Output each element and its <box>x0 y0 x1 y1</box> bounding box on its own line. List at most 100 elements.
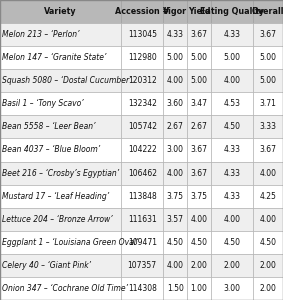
Text: 4.50: 4.50 <box>191 238 208 247</box>
Bar <box>253 116 283 139</box>
Text: Accession #: Accession # <box>115 7 169 16</box>
Bar <box>253 161 283 184</box>
Bar <box>163 254 187 277</box>
Text: 5.00: 5.00 <box>224 53 241 62</box>
Bar <box>163 23 187 46</box>
Text: 1.00: 1.00 <box>191 284 207 293</box>
Text: 3.00: 3.00 <box>167 146 184 154</box>
Text: Vigor: Vigor <box>163 7 187 16</box>
Bar <box>187 208 211 231</box>
Text: Bean 4037 – ‘Blue Bloom’: Bean 4037 – ‘Blue Bloom’ <box>2 146 100 154</box>
Bar <box>163 231 187 254</box>
Text: 109471: 109471 <box>128 238 157 247</box>
Bar <box>253 0 283 23</box>
Text: 4.33: 4.33 <box>224 169 241 178</box>
Text: 4.00: 4.00 <box>224 76 241 85</box>
Bar <box>0 92 121 116</box>
Bar <box>211 92 253 116</box>
Text: 132342: 132342 <box>128 99 157 108</box>
Bar <box>121 161 163 184</box>
Bar <box>0 184 121 208</box>
Bar <box>253 231 283 254</box>
Text: 3.33: 3.33 <box>260 122 276 131</box>
Text: 3.67: 3.67 <box>260 30 276 39</box>
Text: 2.67: 2.67 <box>191 122 207 131</box>
Text: 120312: 120312 <box>128 76 156 85</box>
Text: 5.00: 5.00 <box>260 53 276 62</box>
Text: 105742: 105742 <box>128 122 157 131</box>
Bar <box>253 69 283 92</box>
Text: Mustard 17 – ‘Leaf Heading’: Mustard 17 – ‘Leaf Heading’ <box>2 192 110 201</box>
Text: 113045: 113045 <box>128 30 157 39</box>
Text: 3.71: 3.71 <box>260 99 276 108</box>
Bar <box>187 69 211 92</box>
Bar <box>121 46 163 69</box>
Text: Melon 213 – ‘Perlon’: Melon 213 – ‘Perlon’ <box>2 30 80 39</box>
Bar <box>163 69 187 92</box>
Text: 3.67: 3.67 <box>191 146 208 154</box>
Text: 113848: 113848 <box>128 192 156 201</box>
Bar <box>187 139 211 161</box>
Bar <box>187 254 211 277</box>
Bar <box>0 208 121 231</box>
Bar <box>163 161 187 184</box>
Bar <box>121 69 163 92</box>
Bar <box>0 277 121 300</box>
Text: 3.67: 3.67 <box>260 146 276 154</box>
Bar <box>211 277 253 300</box>
Text: 5.00: 5.00 <box>191 53 208 62</box>
Text: 5.00: 5.00 <box>191 76 208 85</box>
Bar <box>0 23 121 46</box>
Text: 4.25: 4.25 <box>260 192 276 201</box>
Bar <box>187 231 211 254</box>
Bar <box>163 139 187 161</box>
Bar <box>121 184 163 208</box>
Bar <box>211 116 253 139</box>
Bar <box>0 161 121 184</box>
Text: 3.60: 3.60 <box>167 99 184 108</box>
Bar <box>211 161 253 184</box>
Bar <box>253 139 283 161</box>
Text: Eating Quality: Eating Quality <box>200 7 264 16</box>
Text: 3.00: 3.00 <box>224 284 241 293</box>
Text: 107357: 107357 <box>128 261 157 270</box>
Text: 2.00: 2.00 <box>224 261 241 270</box>
Text: 3.47: 3.47 <box>191 99 208 108</box>
Text: 2.00: 2.00 <box>191 261 207 270</box>
Bar <box>211 184 253 208</box>
Text: 3.57: 3.57 <box>167 215 184 224</box>
Text: Bean 5558 – ‘Leer Bean’: Bean 5558 – ‘Leer Bean’ <box>2 122 96 131</box>
Text: 112980: 112980 <box>128 53 156 62</box>
Text: 4.33: 4.33 <box>167 30 184 39</box>
Text: Overall: Overall <box>252 7 283 16</box>
Bar <box>121 139 163 161</box>
Bar <box>121 231 163 254</box>
Bar <box>163 92 187 116</box>
Bar <box>163 208 187 231</box>
Text: 104222: 104222 <box>128 146 156 154</box>
Bar <box>121 116 163 139</box>
Text: 3.67: 3.67 <box>191 30 208 39</box>
Text: Basil 1 – ‘Tony Scavo’: Basil 1 – ‘Tony Scavo’ <box>2 99 84 108</box>
Text: 4.53: 4.53 <box>224 99 241 108</box>
Bar <box>121 208 163 231</box>
Bar <box>253 23 283 46</box>
Bar <box>187 277 211 300</box>
Bar <box>0 254 121 277</box>
Text: 4.00: 4.00 <box>260 215 276 224</box>
Text: 2.00: 2.00 <box>260 284 276 293</box>
Bar <box>253 92 283 116</box>
Text: Yield: Yield <box>188 7 210 16</box>
Text: Squash 5080 – ‘Dostal Cucumber’: Squash 5080 – ‘Dostal Cucumber’ <box>2 76 132 85</box>
Bar <box>253 254 283 277</box>
Text: 4.50: 4.50 <box>167 238 184 247</box>
Bar <box>253 184 283 208</box>
Bar <box>0 69 121 92</box>
Text: 114308: 114308 <box>128 284 157 293</box>
Text: 4.00: 4.00 <box>167 261 184 270</box>
Text: 3.75: 3.75 <box>191 192 208 201</box>
Text: 4.00: 4.00 <box>167 169 184 178</box>
Bar <box>0 231 121 254</box>
Text: 4.33: 4.33 <box>224 146 241 154</box>
Text: 2.00: 2.00 <box>260 261 276 270</box>
